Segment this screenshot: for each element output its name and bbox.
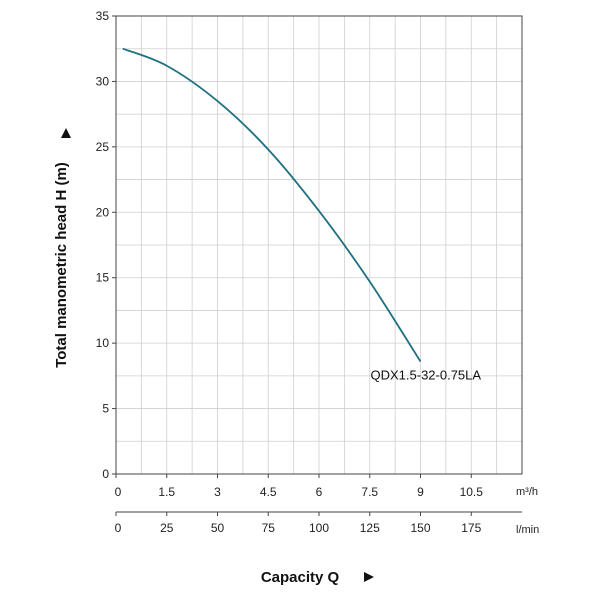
- x2-tick-label: 75: [262, 521, 276, 535]
- x-tick-label: 9: [417, 485, 424, 499]
- x2-tick-label: 150: [410, 521, 430, 535]
- primary-x-unit: m³/h: [516, 486, 538, 498]
- y-tick-label: 25: [96, 140, 110, 154]
- y-axis-title: Total manometric head H (m): [53, 162, 70, 368]
- x-tick-label: 1.5: [158, 485, 175, 499]
- x-tick-label: 7.5: [361, 485, 378, 499]
- y-tick-label: 35: [96, 9, 110, 23]
- x2-tick-label: 100: [309, 521, 329, 535]
- x-tick-label: 4.5: [260, 485, 277, 499]
- y-axis-arrow-icon: [61, 128, 71, 138]
- x2-tick-label: 0: [115, 521, 122, 535]
- x-tick-label: 3: [214, 485, 221, 499]
- y-tick-label: 5: [102, 402, 109, 416]
- grid: [116, 16, 522, 474]
- x-tick-label: 0: [115, 485, 122, 499]
- x-tick-label: 10.5: [460, 485, 484, 499]
- x2-tick-label: 50: [211, 521, 225, 535]
- x2-tick-label: 175: [461, 521, 481, 535]
- x2-tick-label: 125: [360, 521, 380, 535]
- secondary-x-unit: l/min: [516, 524, 539, 536]
- x-axis-title: Capacity Q: [261, 569, 340, 586]
- series-line: [122, 47, 422, 362]
- y-tick-label: 15: [96, 271, 110, 285]
- y-tick-label: 0: [102, 467, 109, 481]
- y-tick-label: 20: [96, 205, 110, 219]
- y-tick-label: 30: [96, 74, 110, 88]
- x-axis-arrow-icon: [364, 572, 374, 582]
- x-tick-label: 6: [316, 485, 323, 499]
- y-tick-label: 10: [96, 336, 110, 350]
- tick-labels: 0 5 10 15 20 25 30 35 0 1.5 3 4.5 6 7.5 9 10.5 0 25 50 75 10…: [96, 9, 484, 535]
- x2-tick-label: 25: [160, 521, 174, 535]
- series-layer: QDX1.5-32-0.75LA: [122, 47, 482, 382]
- series-label: QDX1.5-32-0.75LA: [371, 367, 482, 382]
